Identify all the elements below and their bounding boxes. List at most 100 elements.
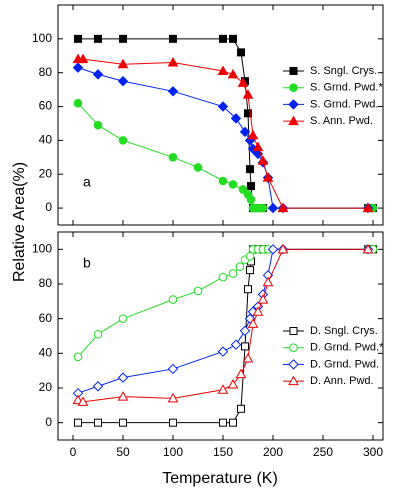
marker [230, 339, 242, 350]
marker [235, 262, 245, 271]
x-axis-title: Temperature (K) [162, 470, 278, 487]
y-tick-label: 80 [39, 65, 53, 79]
x-tick-label: 200 [263, 445, 283, 459]
y-tick-label: 40 [39, 133, 53, 147]
marker [168, 295, 178, 304]
marker [169, 418, 177, 427]
marker [72, 62, 84, 73]
marker [92, 381, 104, 392]
marker [289, 67, 298, 75]
marker [252, 306, 264, 316]
y-tick-label: 100 [32, 31, 52, 45]
marker [117, 58, 129, 69]
marker [288, 115, 299, 126]
y-tick-label: 0 [45, 415, 52, 429]
marker [258, 203, 268, 213]
marker [288, 99, 299, 110]
legend-label: S. Ann. Pwd. [310, 115, 373, 127]
y-tick-label: 100 [32, 242, 52, 256]
marker [167, 392, 179, 403]
marker [74, 34, 82, 43]
marker [93, 120, 103, 130]
legend-label: D. Ann. Pwd. [310, 375, 374, 387]
marker [242, 353, 254, 363]
marker [247, 182, 255, 191]
marker [227, 68, 239, 79]
marker [169, 34, 177, 43]
marker [262, 276, 274, 287]
y-axis-title: Relative Area(%) [11, 162, 28, 282]
marker [217, 65, 229, 75]
marker [257, 155, 269, 165]
marker [244, 109, 252, 118]
marker [262, 172, 274, 182]
marker [230, 113, 242, 124]
legend-label: D. Grnd. Pwd. [310, 358, 379, 370]
marker [246, 165, 254, 174]
marker [119, 418, 127, 427]
marker [288, 359, 299, 370]
marker [267, 202, 279, 214]
marker [239, 325, 251, 337]
y-tick-label: 80 [39, 276, 53, 290]
marker [289, 83, 298, 92]
annotation: a [83, 174, 91, 190]
plot-frame [57, 4, 384, 226]
marker [277, 243, 289, 254]
marker [217, 101, 229, 112]
marker [218, 272, 228, 282]
x-tick-label: 150 [213, 445, 233, 459]
marker [94, 418, 102, 427]
marker [92, 69, 104, 80]
marker [217, 346, 229, 357]
x-tick-label: 50 [116, 445, 130, 459]
marker [94, 34, 102, 43]
marker [229, 418, 237, 427]
y-tick-label: 40 [39, 346, 53, 360]
marker [242, 89, 254, 99]
marker [244, 285, 252, 294]
marker [246, 195, 256, 204]
marker [247, 129, 259, 140]
y-tick-label: 60 [39, 99, 53, 113]
marker [167, 57, 179, 67]
marker [73, 352, 83, 362]
marker [74, 418, 82, 427]
marker [77, 396, 89, 406]
marker [167, 86, 179, 97]
marker [117, 75, 129, 87]
marker [239, 126, 251, 138]
marker [289, 327, 298, 335]
marker [217, 384, 229, 394]
x-tick-label: 100 [163, 445, 183, 459]
marker [229, 34, 237, 43]
marker [117, 391, 129, 401]
marker [237, 48, 245, 57]
x-tick-label: 300 [363, 445, 383, 459]
marker [241, 342, 249, 351]
legend-label: S. Grnd. Pwd.* [310, 82, 383, 94]
marker [288, 375, 299, 386]
marker [168, 153, 178, 162]
marker [362, 243, 374, 254]
marker [235, 368, 247, 379]
marker [252, 148, 264, 160]
marker [73, 98, 83, 108]
marker [119, 34, 127, 43]
x-tick-label: 0 [70, 445, 77, 459]
marker [118, 136, 128, 145]
marker [257, 294, 269, 304]
marker [237, 404, 245, 413]
marker [219, 418, 227, 427]
legend-label: D. Grnd. Pwd.* [310, 342, 384, 354]
legend-label: S. Grnd. Pwd. [310, 98, 378, 110]
marker [237, 77, 249, 87]
marker [193, 286, 203, 296]
marker [252, 141, 264, 152]
annotation: b [83, 255, 91, 271]
marker [247, 318, 259, 328]
y-tick-label: 60 [39, 311, 53, 325]
marker [245, 251, 255, 261]
marker [228, 180, 238, 189]
legend-label: D. Sngl. Crys. [310, 325, 378, 337]
